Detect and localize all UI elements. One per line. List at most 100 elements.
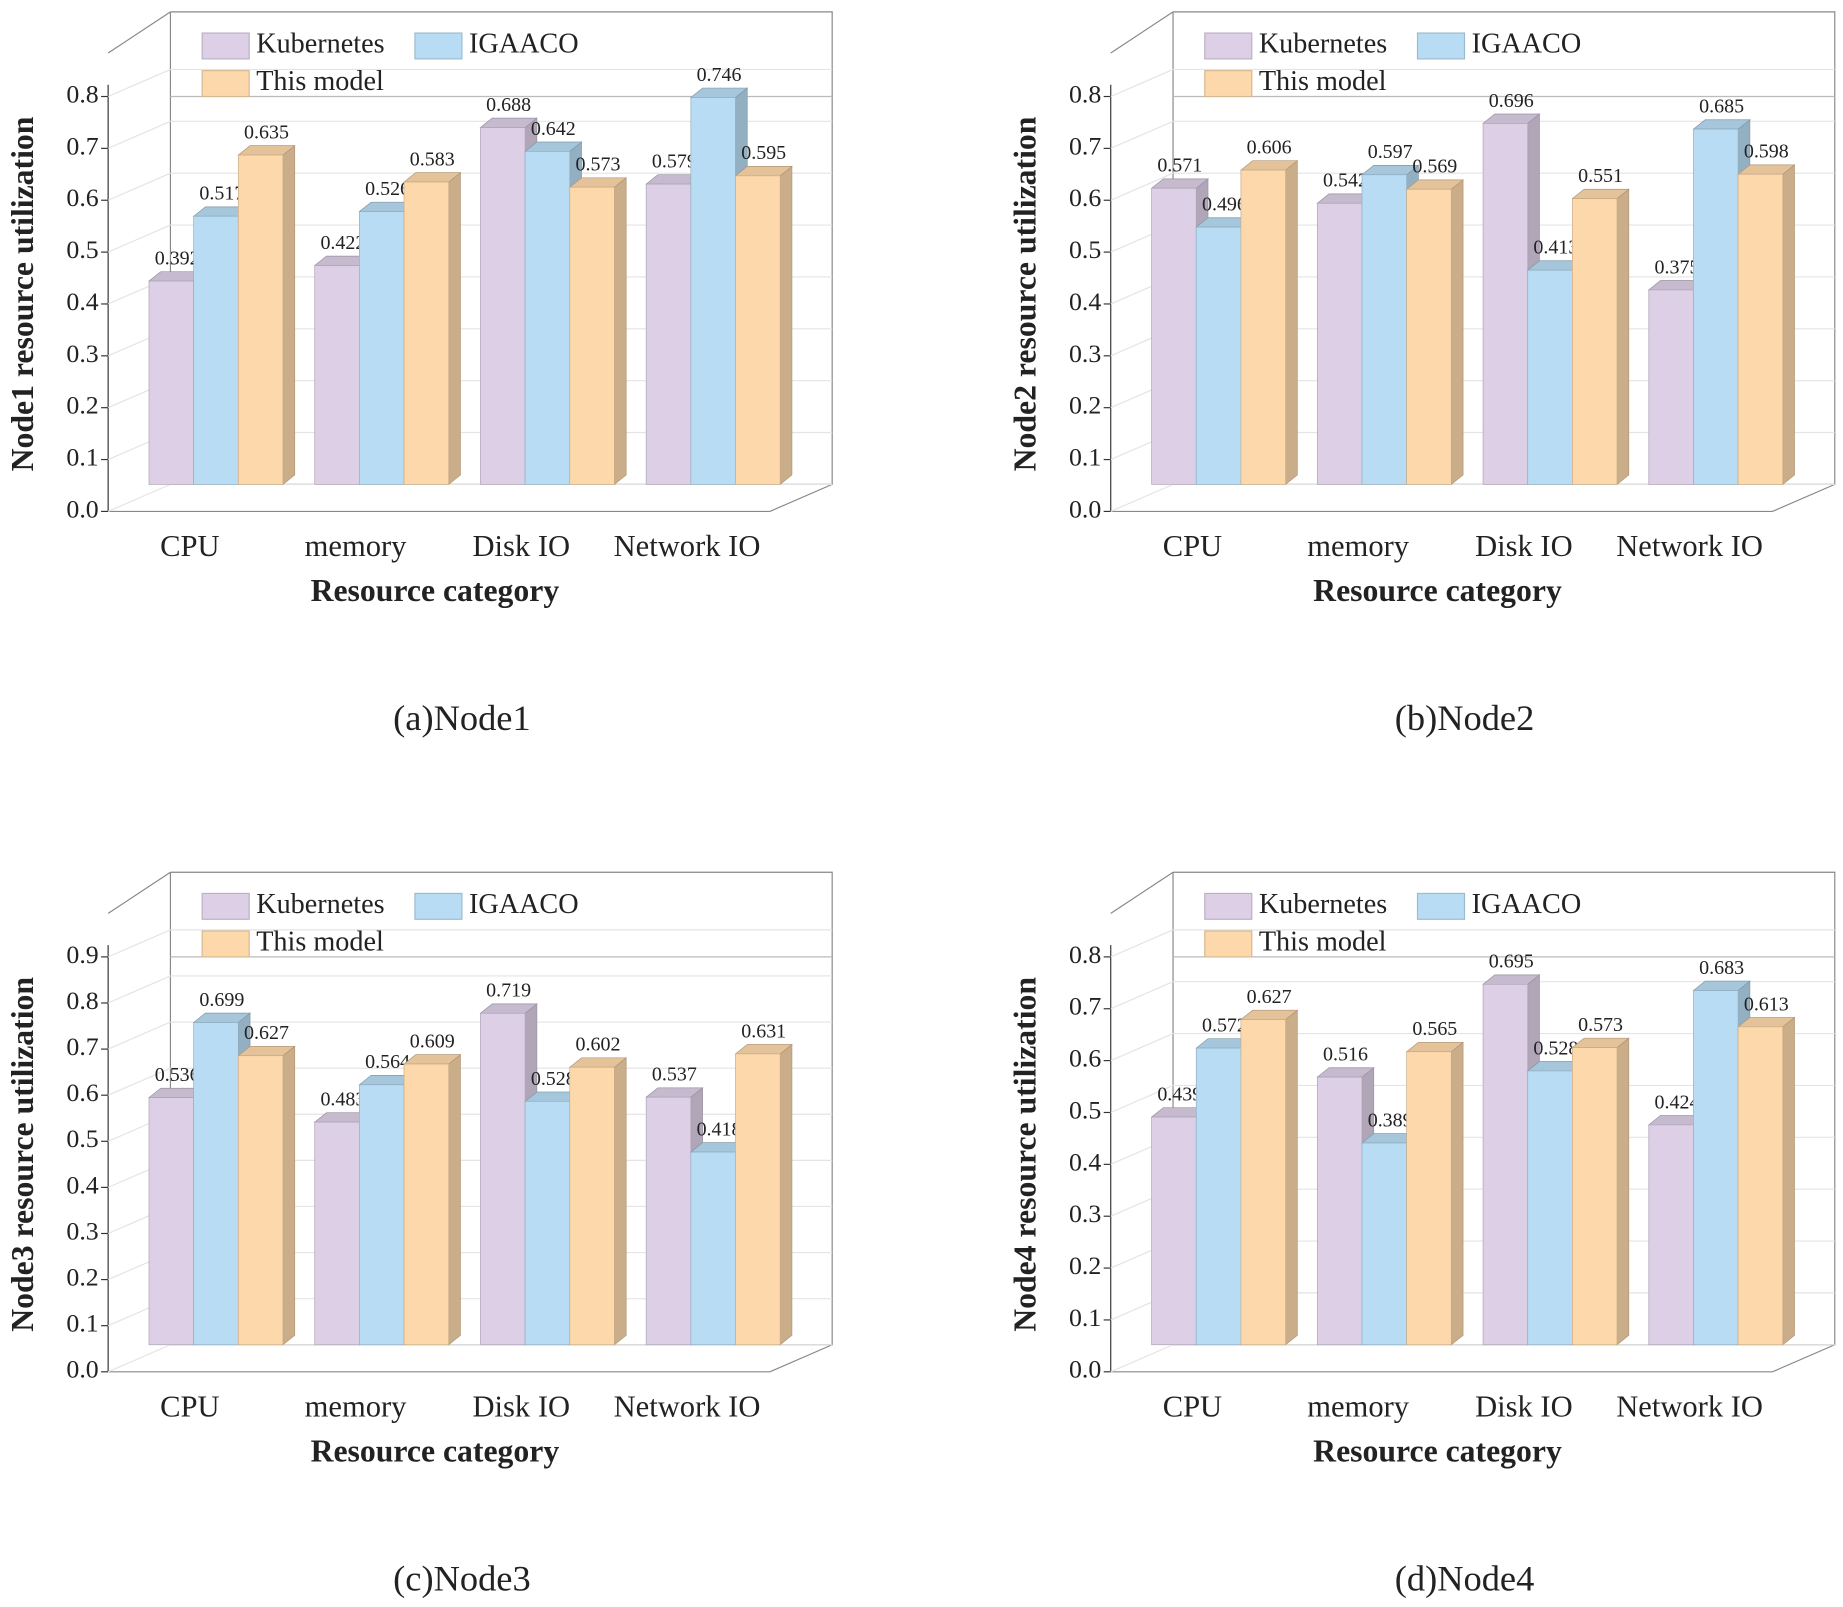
left-wall-top (107, 871, 171, 914)
floor-edge (769, 483, 833, 512)
legend-label: IGAACO (1472, 28, 1582, 59)
bar-side (779, 1043, 793, 1346)
bar (735, 1053, 781, 1346)
y-tick-label: 0.7 (66, 131, 98, 160)
x-axis-title: Resource category (311, 1433, 560, 1468)
x-axis-title: Resource category (311, 573, 560, 608)
bar (1316, 1076, 1363, 1346)
y-tick-label: 0.2 (66, 1263, 98, 1292)
value-label: 0.392 (155, 247, 200, 269)
value-label: 0.572 (1202, 1015, 1247, 1037)
y-tick-label: 0.3 (66, 339, 98, 368)
bar (403, 1063, 450, 1346)
bar-side (1450, 179, 1464, 486)
x-tick-label: Disk IO (1475, 1389, 1573, 1423)
bar (359, 211, 405, 485)
value-label: 0.424 (1655, 1091, 1700, 1113)
value-label: 0.564 (365, 1051, 410, 1073)
bar (1737, 1026, 1784, 1346)
bar (1648, 289, 1694, 485)
bar (1482, 123, 1529, 485)
y-tick-label: 0.4 (66, 287, 98, 316)
chart-panel: 0.0 0.1 0.2 0.3 0.4 0.5 0.6 0.7 0.8 Kubernetes IGA… (5, 11, 833, 738)
y-tick-label: 0.5 (1069, 235, 1101, 264)
floor-edge (1772, 1344, 1836, 1373)
value-label: 0.597 (1368, 141, 1413, 163)
y-tick-label: 0.1 (1069, 1303, 1101, 1332)
bar (193, 1022, 239, 1346)
bar (690, 1151, 736, 1346)
x-tick-label: CPU (1163, 1389, 1222, 1423)
x-axis-title: Resource category (1313, 1433, 1562, 1468)
legend-label: This model (256, 926, 384, 957)
bar (645, 1096, 692, 1346)
legend-swatch (1416, 892, 1466, 920)
legend-swatch (414, 32, 463, 60)
grid-line (107, 483, 171, 512)
y-tick-label: 0.3 (66, 1216, 98, 1245)
bar (1527, 1070, 1573, 1346)
bar-side (448, 1053, 461, 1346)
legend-swatch (201, 70, 250, 98)
value-label: 0.602 (576, 1034, 621, 1056)
y-tick-label: 0.8 (1069, 940, 1101, 969)
y-tick-label: 0.2 (1069, 1251, 1101, 1280)
value-label: 0.375 (1655, 256, 1700, 278)
value-label: 0.418 (697, 1118, 742, 1140)
y-tick-label: 0.5 (66, 235, 98, 264)
bar (735, 175, 781, 485)
x-tick-label: CPU (160, 1389, 219, 1423)
y-axis-title: Node3 resource utilization (5, 977, 40, 1332)
y-tick-label: 0.4 (66, 1170, 98, 1199)
x-tick-label: memory (305, 529, 408, 563)
bar-side (1782, 164, 1795, 486)
y-tick-label: 0.3 (1069, 1199, 1101, 1228)
bar (1406, 188, 1452, 485)
x-tick-label: Disk IO (472, 1389, 570, 1423)
bar-side (282, 1045, 296, 1346)
floor-edge (769, 1344, 833, 1373)
bar (480, 127, 526, 485)
panel-caption: (a)Node1 (393, 698, 531, 738)
bar (524, 1100, 571, 1346)
grid-line (1110, 929, 1174, 958)
legend-swatch (1204, 892, 1253, 920)
bar (1195, 1047, 1242, 1346)
y-tick-label: 0.4 (1069, 1147, 1101, 1176)
y-tick-label: 0.7 (66, 1032, 98, 1061)
grid-line (107, 224, 171, 253)
y-tick-label: 0.7 (1069, 992, 1101, 1021)
grid-line (1110, 981, 1174, 1010)
y-tick-label: 0.1 (66, 1309, 98, 1338)
grid-line (107, 975, 171, 1004)
legend-swatch (1204, 32, 1253, 60)
value-label: 0.579 (652, 151, 697, 173)
value-label: 0.389 (1368, 1109, 1413, 1131)
value-label: 0.422 (320, 232, 365, 254)
value-label: 0.496 (1202, 194, 1247, 216)
value-label: 0.688 (486, 94, 531, 116)
grid-line (107, 1021, 171, 1050)
bar-side (1616, 188, 1630, 486)
bar (359, 1084, 405, 1346)
value-label: 0.528 (531, 1068, 576, 1090)
x-tick-label: memory (1307, 529, 1410, 563)
value-label: 0.526 (365, 178, 410, 200)
value-label: 0.699 (199, 989, 244, 1011)
value-label: 0.746 (697, 64, 742, 86)
bar (1361, 174, 1407, 485)
y-tick-label: 0.2 (66, 391, 98, 420)
bar (1527, 269, 1573, 485)
panel-caption: (b)Node2 (1395, 698, 1535, 738)
x-tick-label: Network IO (614, 529, 761, 563)
value-label: 0.573 (1578, 1014, 1623, 1036)
grid-line (107, 929, 171, 958)
bar (148, 280, 194, 485)
left-wall-top (1110, 11, 1174, 54)
x-tick-label: Network IO (1616, 1389, 1763, 1423)
y-tick-label: 0.2 (1069, 391, 1101, 420)
value-label: 0.565 (1412, 1018, 1457, 1040)
y-tick-label: 0.8 (1069, 79, 1101, 108)
